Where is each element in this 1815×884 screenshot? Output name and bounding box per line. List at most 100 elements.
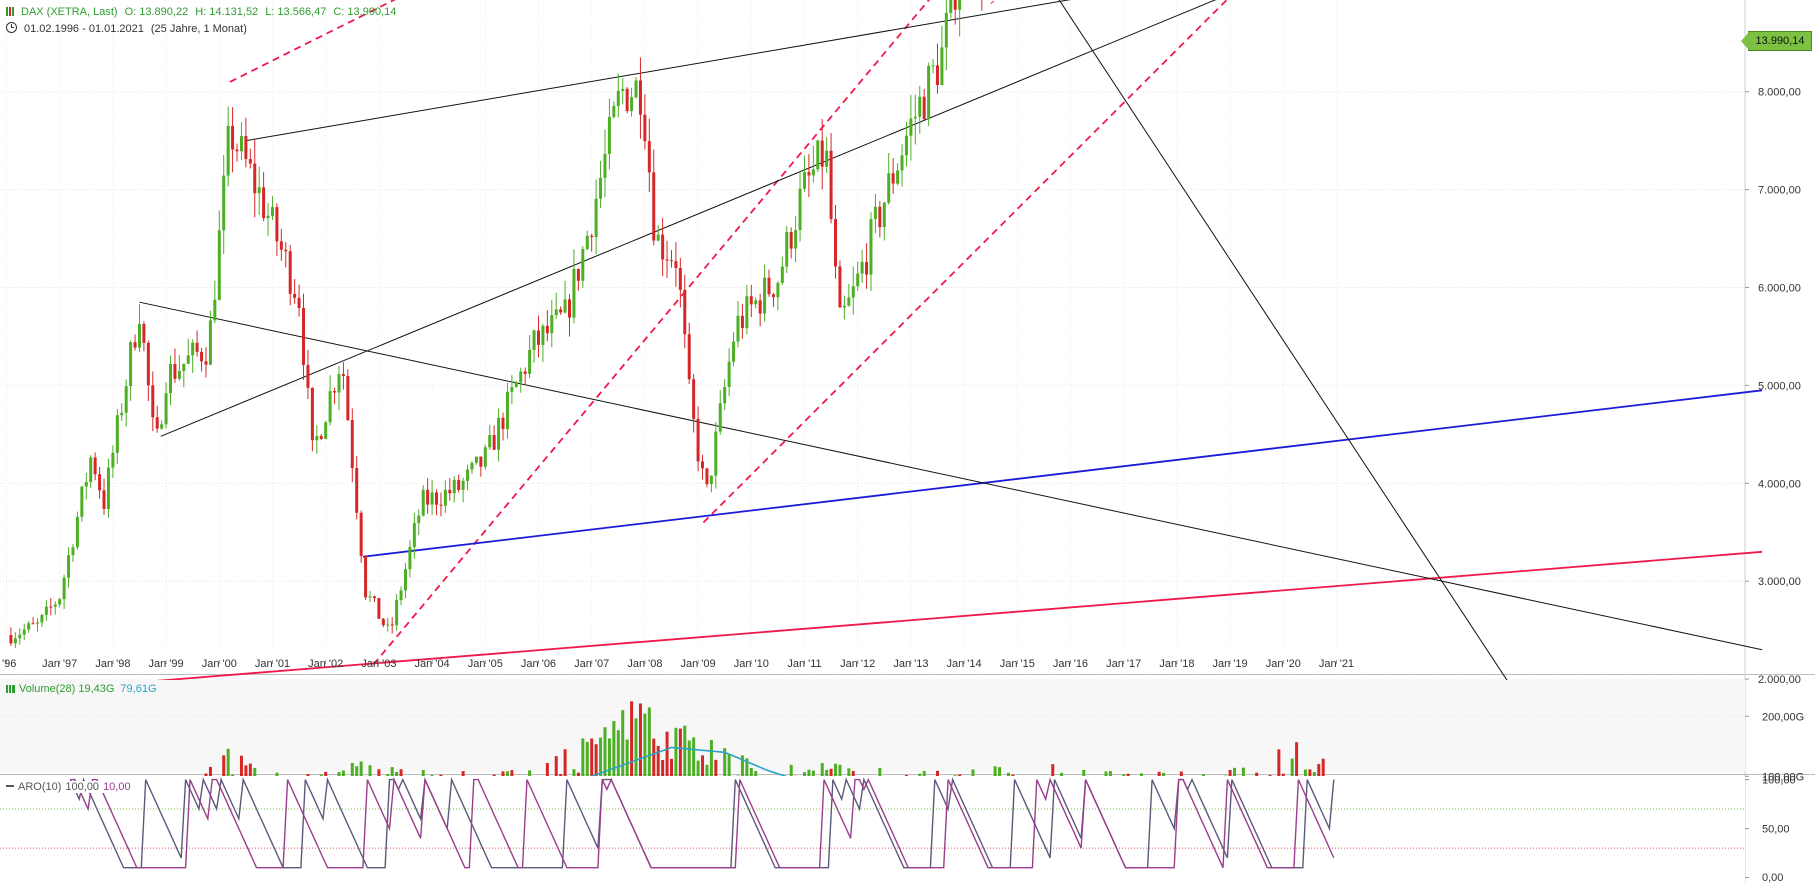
volume-y-tick-label: 100,00G <box>1762 771 1804 783</box>
candle-body <box>98 474 102 491</box>
candle-body <box>443 489 447 506</box>
candle-body <box>381 618 385 626</box>
candle-body <box>169 364 173 394</box>
price-y-axis: 2.000,00 3.000,00 4.000,00 5.000,00 6.000,00… <box>1745 0 1801 686</box>
price-x-tick-label: Jan '20 <box>1266 658 1301 670</box>
candle-body <box>319 436 323 439</box>
candle-body <box>474 456 478 463</box>
candle-body <box>58 599 62 605</box>
candle-body <box>386 624 390 626</box>
candle-body <box>403 569 407 591</box>
candlestick-icon <box>6 7 14 16</box>
candle-body <box>479 456 483 467</box>
candle-body <box>186 355 190 364</box>
volume-bar <box>674 727 678 819</box>
candle-body <box>146 342 150 386</box>
trendline-red <box>372 0 930 665</box>
candle-body <box>31 623 35 625</box>
candle-body <box>931 65 935 67</box>
candle-body <box>825 150 829 167</box>
candle-body <box>860 261 864 274</box>
interval-label: (25 Jahre, 1 Monat) <box>150 23 247 35</box>
price-x-tick-label: Jan '07 <box>574 658 609 670</box>
candle-body <box>501 417 505 430</box>
candle-body <box>701 461 705 469</box>
candle-body <box>789 231 793 249</box>
aroon-up-value: 100,00 <box>65 781 100 793</box>
candle-body <box>510 387 514 392</box>
candle-body <box>842 305 846 308</box>
candle-body <box>834 219 838 267</box>
candle-body <box>878 206 882 228</box>
candle-body <box>745 296 749 329</box>
volume-bar <box>665 731 669 819</box>
candle-body <box>944 12 948 48</box>
candle-body <box>585 235 589 250</box>
aroon-panel-bg <box>0 776 1745 884</box>
candle-body <box>599 177 603 199</box>
candle-body <box>652 172 656 241</box>
candle-body <box>811 169 815 176</box>
candle-body <box>935 65 939 85</box>
candle-body <box>129 342 133 387</box>
candle-body <box>93 457 97 475</box>
candle-body <box>904 135 908 156</box>
volume-bar <box>616 730 620 819</box>
candle-body <box>275 207 279 242</box>
volume-bar <box>630 701 634 819</box>
price-x-axis: '96 Jan '97 Jan '98 Jan '99 Jan '00 Jan '01 Ja… <box>2 658 1354 670</box>
candle-body <box>625 88 629 112</box>
candle-body <box>505 391 509 430</box>
volume-bar <box>634 718 638 819</box>
candle-body <box>102 490 106 509</box>
price-x-tick-label: Jan '06 <box>521 658 556 670</box>
candle-body <box>164 393 168 425</box>
candle-body <box>62 577 66 600</box>
candle-body <box>536 330 540 345</box>
price-x-tick-label: Jan '19 <box>1213 658 1248 670</box>
aroon-y-tick-label: 100,00 <box>1762 775 1796 787</box>
price-x-tick-label: Jan '08 <box>627 658 662 670</box>
candle-body <box>532 330 536 350</box>
candle-body <box>67 555 71 578</box>
candle-body <box>918 96 922 117</box>
candle-body <box>705 468 709 485</box>
candle-body <box>217 230 221 300</box>
candle-body <box>780 266 784 283</box>
candle-body <box>563 299 567 313</box>
candle-body <box>665 259 669 261</box>
candle-body <box>40 614 44 623</box>
candle-body <box>949 0 953 13</box>
clock-icon <box>6 22 17 33</box>
candle-body <box>439 504 443 506</box>
candle-body <box>124 386 128 413</box>
candle-body <box>222 175 226 231</box>
candle-body <box>909 118 913 136</box>
candle-body <box>692 379 696 419</box>
candle-body <box>497 417 501 450</box>
candle-body <box>607 116 611 154</box>
candle-body <box>284 249 288 252</box>
candle-body <box>519 371 523 383</box>
candle-body <box>293 293 297 298</box>
trendline-red <box>0 550 1763 695</box>
candle-body <box>13 638 17 644</box>
candle-body <box>953 0 957 10</box>
candle-body <box>470 462 474 470</box>
candle-body <box>771 294 775 298</box>
candle-body <box>820 140 824 167</box>
price-x-tick-label: Jan '18 <box>1159 658 1194 670</box>
price-x-tick-label: Jan '11 <box>787 658 821 670</box>
candle-body <box>674 261 678 268</box>
candle-body <box>372 596 376 599</box>
candle-body <box>137 323 141 348</box>
volume-value: 19,43G <box>78 683 115 695</box>
candle-body <box>492 435 496 450</box>
trendline-black <box>160 0 1217 437</box>
candle-body <box>377 598 381 619</box>
candle-body <box>279 241 283 250</box>
aroon-panel: 0,00 50,00 100,00 <box>0 775 1796 884</box>
candle-body <box>399 590 403 601</box>
candle-body <box>718 403 722 432</box>
